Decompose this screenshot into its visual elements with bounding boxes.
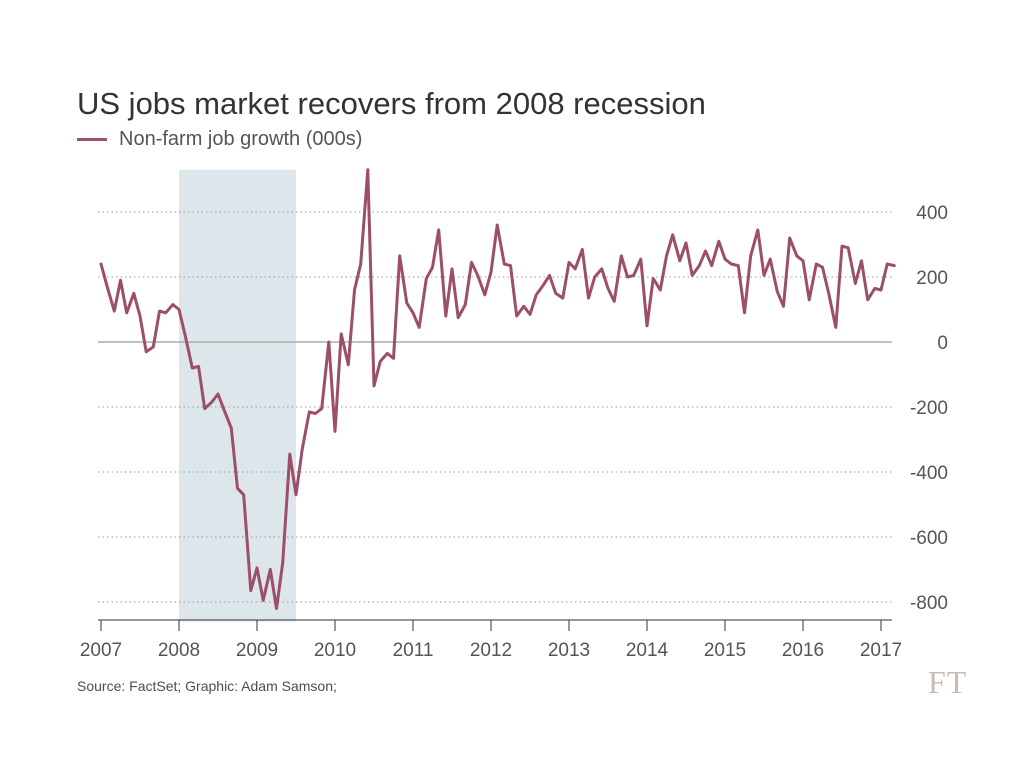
x-tick-label: 2017 [860,640,902,661]
x-tick-label: 2009 [236,640,278,661]
y-tick-label: 200 [916,268,948,289]
x-tick-label: 2010 [314,640,356,661]
y-tick-label: -200 [910,398,948,419]
x-tick-label: 2012 [470,640,512,661]
legend-label: Non-farm job growth (000s) [119,128,363,150]
y-tick-label: 400 [916,203,948,224]
x-tick-label: 2013 [548,640,590,661]
recession-shading [179,169,296,622]
y-tick-label: 0 [937,333,948,354]
x-tick-label: 2007 [80,640,122,661]
x-tick-label: 2015 [704,640,746,661]
legend-swatch [77,138,107,141]
source-note: Source: FactSet; Graphic: Adam Samson; [77,678,337,694]
y-tick-label: -800 [910,593,948,614]
y-tick-label: -600 [910,528,948,549]
x-tick-label: 2008 [158,640,200,661]
x-tick-label: 2016 [782,640,824,661]
ft-logo: FT [928,664,968,700]
y-tick-label: -400 [910,463,948,484]
chart-title: US jobs market recovers from 2008 recess… [77,86,706,121]
legend: Non-farm job growth (000s) [77,128,362,151]
series-line-non-farm-job-growth [99,168,896,610]
x-tick-label: 2014 [626,640,669,661]
x-tick-label: 2011 [393,640,434,661]
